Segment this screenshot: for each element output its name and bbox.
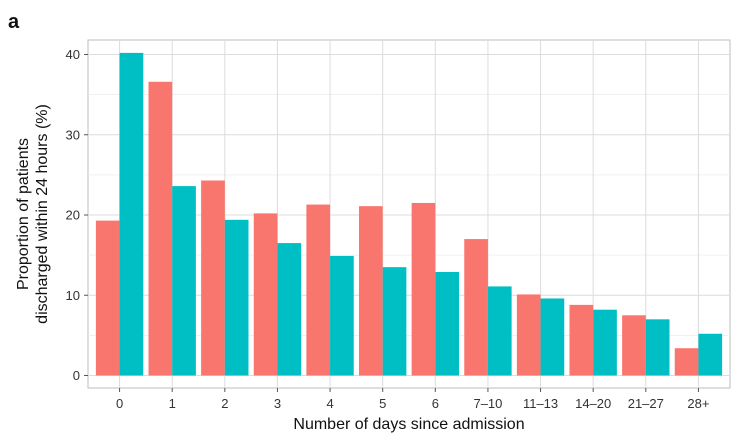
bar-series-1 [306, 204, 331, 376]
x-axis-title: Number of days since admission [293, 416, 524, 433]
y-tick-label: 10 [66, 288, 80, 303]
x-tick-label: 2 [221, 396, 228, 411]
y-axis-ticks: 0 10 20 30 40 [66, 47, 88, 383]
bar-series-1 [674, 348, 699, 376]
x-axis-ticks: 0 1 2 3 4 5 6 7–10 11–13 14–20 21–27 28+ [116, 388, 709, 411]
x-tick-label: 21–27 [628, 396, 664, 411]
x-tick-label: 28+ [687, 396, 709, 411]
bar-series-2 [593, 309, 617, 376]
bar-series-2 [119, 52, 144, 376]
bar-series-2 [172, 186, 196, 376]
bar-series-1 [201, 180, 225, 376]
bar-series-2 [224, 219, 249, 376]
bar-series-1 [411, 202, 436, 376]
bars [95, 52, 723, 376]
bar-series-1 [569, 304, 594, 376]
bar-series-2 [277, 243, 302, 376]
y-tick-label: 0 [73, 368, 80, 383]
bar-series-1 [148, 81, 173, 376]
y-tick-label: 40 [66, 47, 80, 62]
y-tick-label: 30 [66, 127, 80, 142]
y-tick-label: 20 [66, 208, 80, 223]
bar-series-1 [253, 213, 278, 376]
panel-label: a [8, 11, 20, 33]
x-tick-label: 6 [432, 396, 439, 411]
bar-series-2 [698, 333, 723, 376]
bar-series-1 [622, 315, 646, 376]
bar-series-1 [516, 294, 541, 376]
x-tick-label: 0 [116, 396, 123, 411]
y-axis-title-line-2: discharged within 24 hours (%) [34, 104, 51, 324]
bar-series-2 [382, 267, 407, 376]
bar-series-2 [540, 298, 565, 376]
bar-series-2 [330, 255, 354, 376]
x-tick-label: 3 [274, 396, 281, 411]
x-tick-label: 1 [169, 396, 176, 411]
x-tick-label: 5 [379, 396, 386, 411]
x-tick-label: 4 [326, 396, 333, 411]
bar-series-1 [464, 239, 488, 376]
bar-series-2 [645, 319, 670, 376]
x-tick-label: 14–20 [575, 396, 611, 411]
bar-series-2 [435, 271, 459, 376]
y-axis-title-line-1: Proportion of patients [15, 138, 32, 290]
bar-series-1 [95, 220, 120, 376]
bar-series-2 [487, 286, 512, 376]
x-tick-label: 11–13 [523, 396, 558, 411]
bar-series-1 [359, 206, 383, 376]
x-tick-label: 7–10 [473, 396, 502, 411]
